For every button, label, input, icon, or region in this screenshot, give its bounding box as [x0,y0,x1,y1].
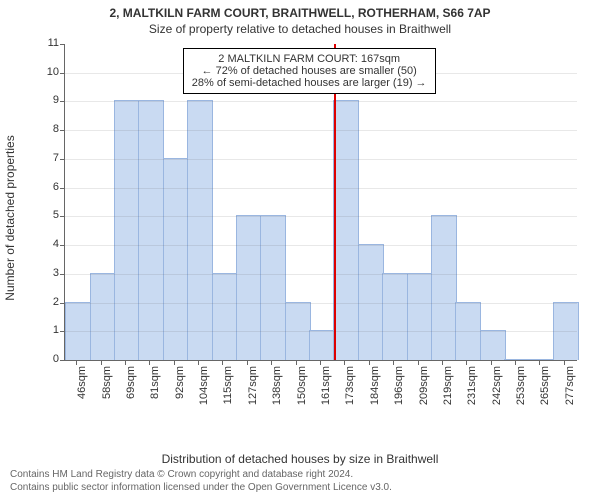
x-axis-label: Distribution of detached houses by size … [0,452,600,466]
grid-line [65,159,577,160]
bar [138,100,164,360]
plot-area: 01234567891011 2 MALTKILN FARM COURT: 16… [64,44,577,361]
bar [528,359,554,360]
footer-line2: Contains public sector information licen… [10,481,392,494]
bar [236,215,262,360]
bar [212,273,238,360]
grid-line [65,274,577,275]
bar [407,273,433,360]
bar [187,100,213,360]
bar [431,215,457,360]
y-axis-label: Number of detached properties [3,135,17,300]
annotation-line1: 2 MALTKILN FARM COURT: 167sqm [192,53,427,65]
bar [90,273,116,360]
grid-line [65,101,577,102]
grid-line [65,245,577,246]
bar [114,100,140,360]
bar [333,100,359,360]
grid-line [65,130,577,131]
annotation-line3: 28% of semi-detached houses are larger (… [192,77,427,89]
annotation-line2: ← 72% of detached houses are smaller (50… [192,65,427,77]
bar [480,330,506,360]
footer: Contains HM Land Registry data © Crown c… [10,468,392,494]
annotation-box: 2 MALTKILN FARM COURT: 167sqm ← 72% of d… [183,48,436,94]
bar [260,215,286,360]
histogram-chart: Number of detached properties 0123456789… [46,44,576,392]
page-subtitle: Size of property relative to detached ho… [0,22,600,36]
page-title: 2, MALTKILN FARM COURT, BRAITHWELL, ROTH… [0,6,600,20]
grid-line [65,303,577,304]
grid-line [65,216,577,217]
footer-line1: Contains HM Land Registry data © Crown c… [10,468,392,481]
bar [382,273,408,360]
bar [309,330,335,360]
grid-line [65,331,577,332]
bar [504,359,530,360]
grid-line [65,188,577,189]
